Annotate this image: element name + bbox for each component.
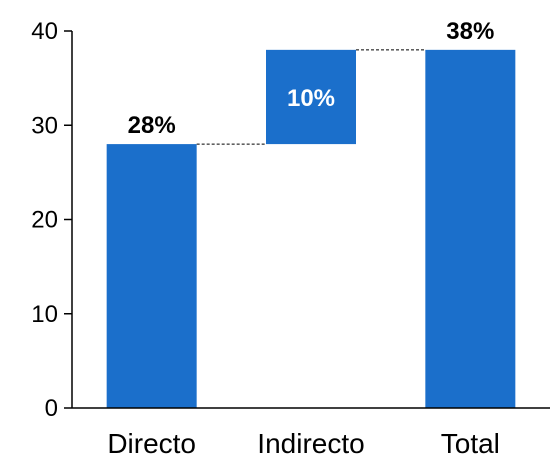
- y-tick-label: 10: [31, 301, 58, 328]
- y-tick-label: 40: [31, 18, 58, 45]
- bar-directo: [106, 144, 197, 408]
- y-tick-label: 20: [31, 207, 58, 234]
- y-tick-label: 30: [31, 112, 58, 139]
- x-category-label: Total: [441, 428, 500, 459]
- x-category-label: Directo: [107, 428, 196, 459]
- y-tick-label: 0: [45, 395, 58, 422]
- connector-lines: [196, 49, 426, 145]
- data-label-indirecto: 10%: [287, 85, 335, 112]
- bars: [106, 49, 516, 408]
- bar-indirecto: [266, 49, 356, 145]
- data-label-directo: 28%: [128, 112, 176, 139]
- x-category-labels: Directo Indirecto Total: [107, 428, 500, 459]
- data-label-total: 38%: [446, 18, 494, 45]
- x-category-label: Indirecto: [257, 428, 364, 459]
- y-ticks: 0 10 20 30 40: [31, 18, 72, 422]
- data-labels: 28% 10% 38%: [128, 18, 495, 139]
- bar-total: [425, 49, 516, 408]
